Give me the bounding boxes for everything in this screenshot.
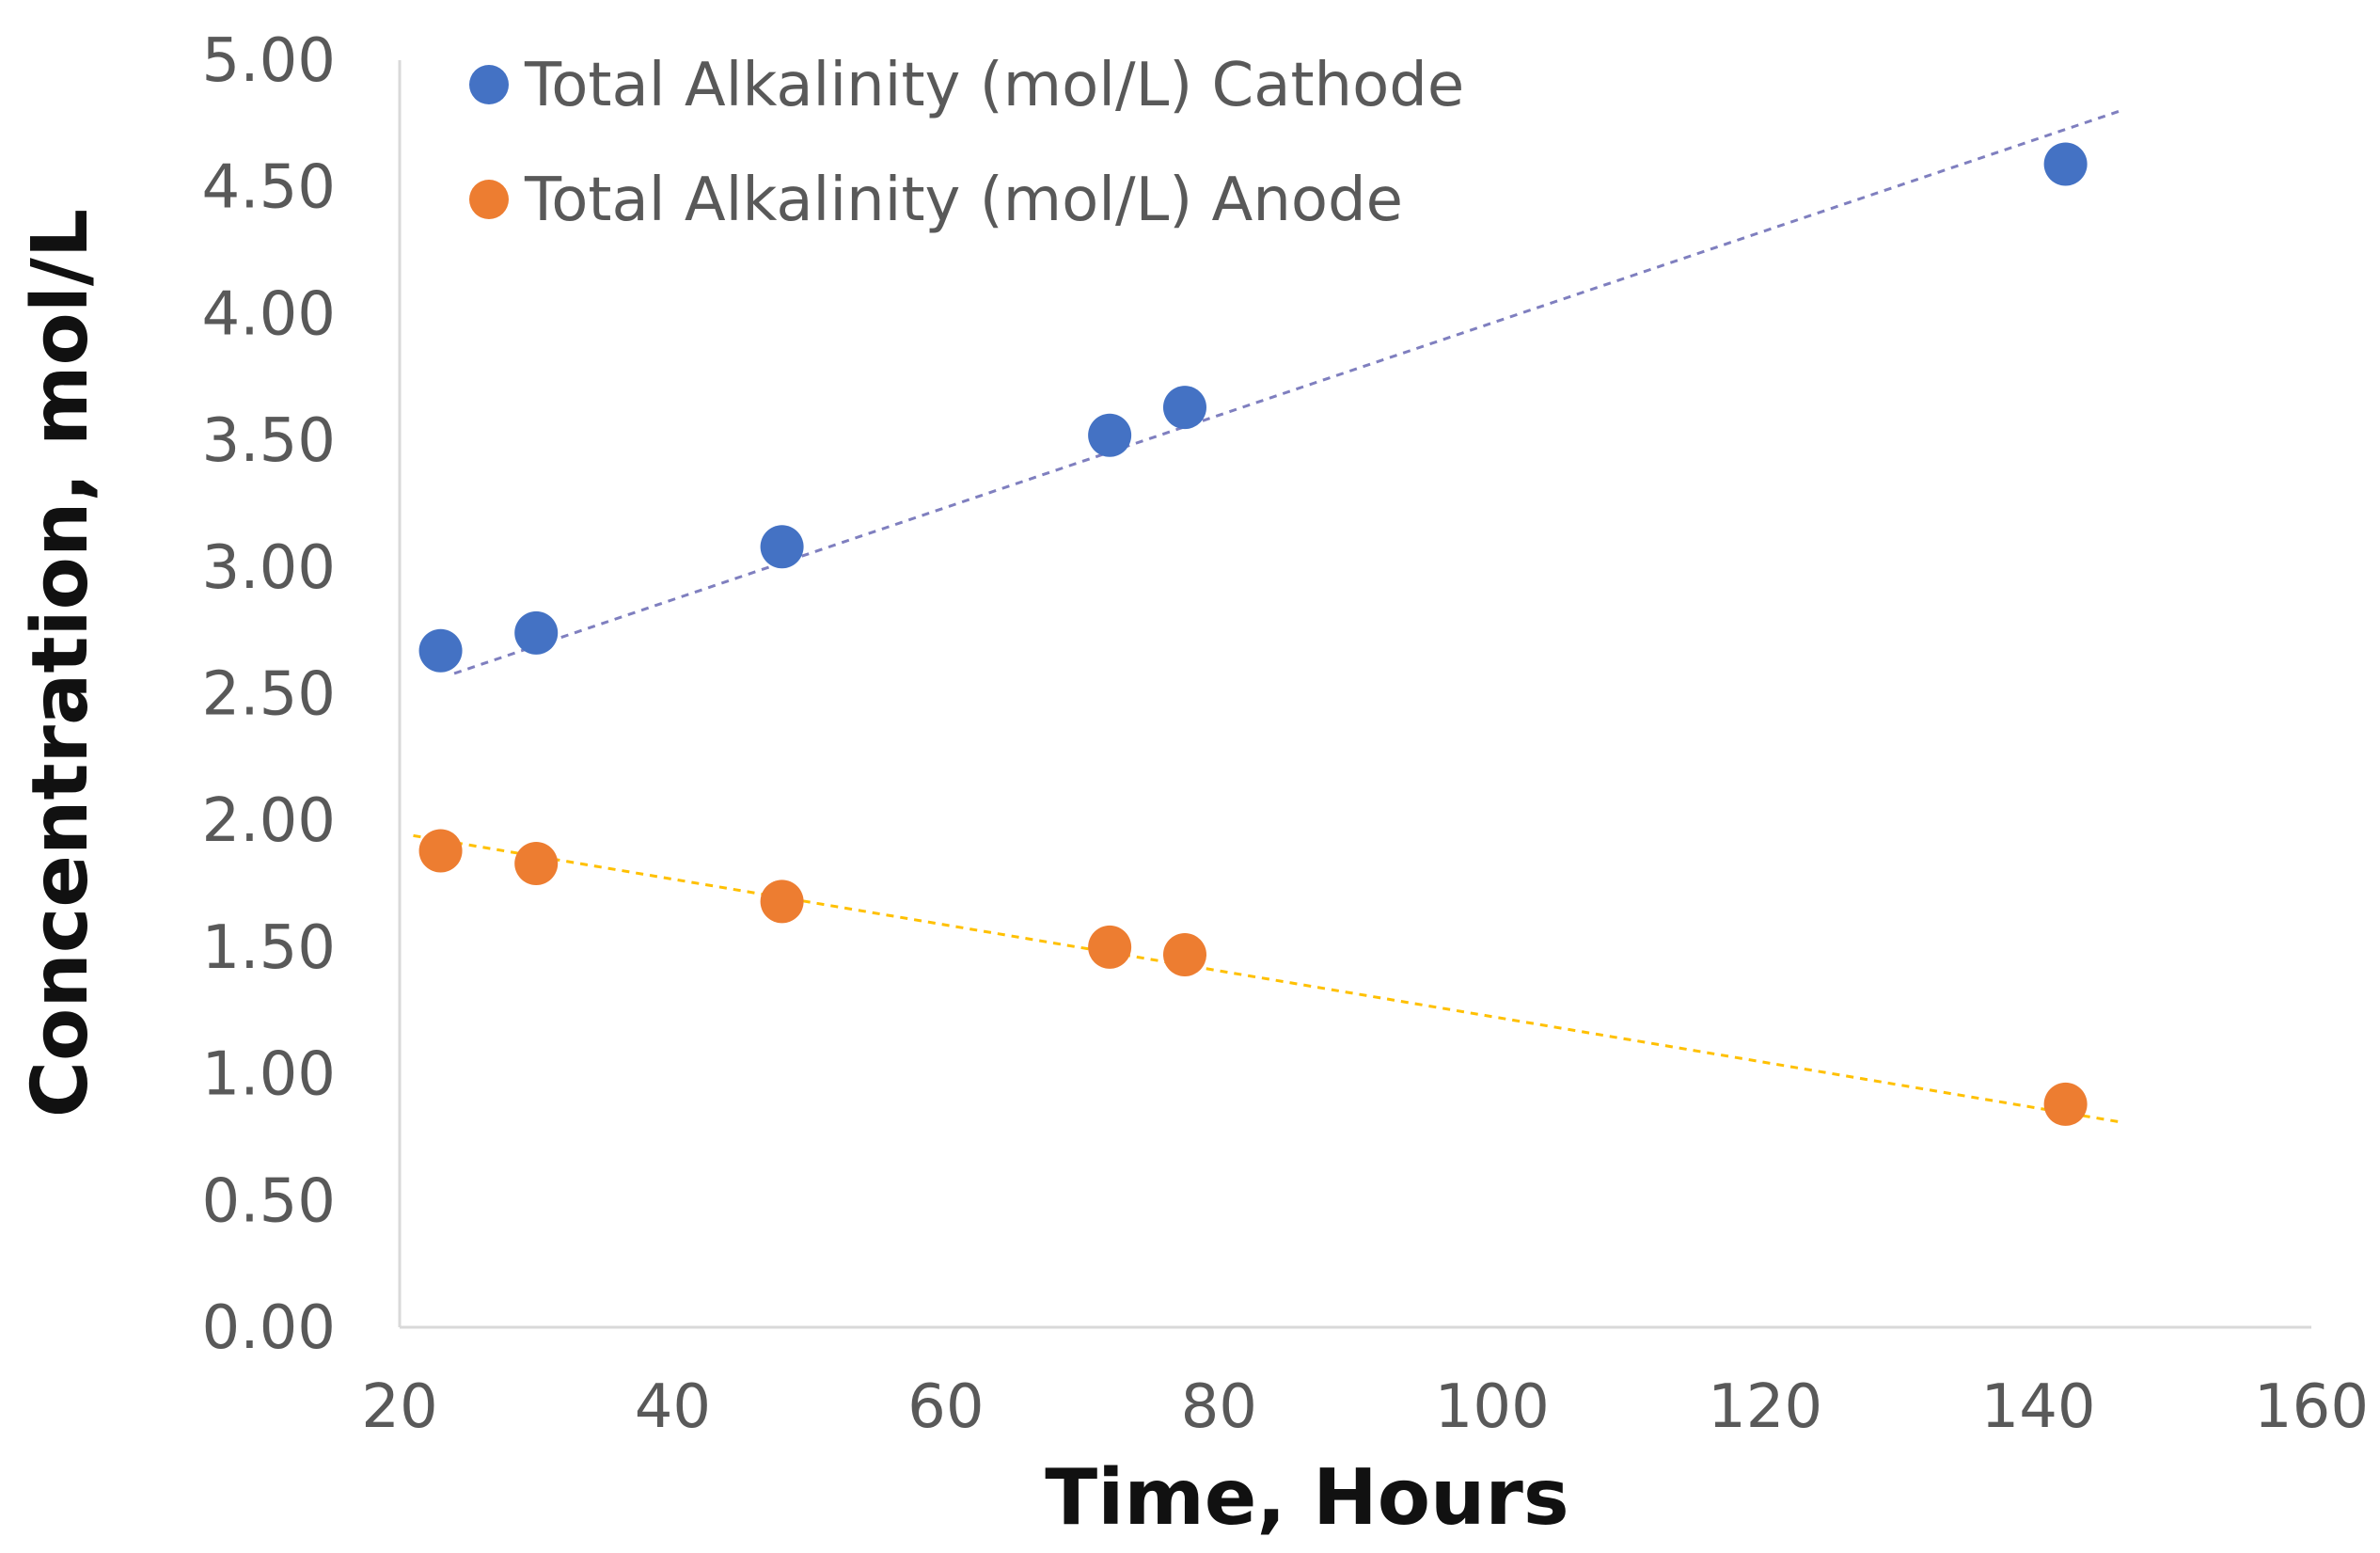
point-series-2 xyxy=(1162,932,1206,976)
legend-marker-series-1 xyxy=(469,65,509,104)
y-tick-labels: 0.00 0.50 1.00 1.50 2.00 2.50 3.00 3.50 4.00 4.50… xyxy=(202,26,337,1363)
trendline-series-2 xyxy=(413,833,2120,1124)
y-tick-label: 3.00 xyxy=(202,533,337,603)
x-tick-label: 100 xyxy=(1435,1372,1550,1442)
y-tick-label: 3.50 xyxy=(202,406,337,476)
x-tick-labels: 20 40 60 80 100 120 140 160 xyxy=(361,1372,2369,1442)
point-series-2 xyxy=(418,829,463,873)
x-tick-label: 160 xyxy=(2254,1372,2369,1442)
axes xyxy=(398,60,2311,1329)
y-tick-label: 0.00 xyxy=(202,1293,337,1363)
y-tick-label: 1.00 xyxy=(202,1040,337,1110)
y-tick-label: 1.50 xyxy=(202,913,337,983)
point-series-2 xyxy=(514,841,559,885)
y-tick-label: 4.50 xyxy=(202,153,337,223)
x-tick-label: 140 xyxy=(1980,1372,2095,1442)
point-series-2 xyxy=(2043,1082,2088,1126)
y-axis-title: Concentration, mol/L xyxy=(16,209,105,1117)
point-series-1 xyxy=(2043,142,2088,186)
x-axis-title: Time, Hours xyxy=(1045,1453,1568,1543)
y-tick-label: 5.00 xyxy=(202,26,337,96)
point-series-1 xyxy=(418,628,463,673)
y-tick-label: 2.00 xyxy=(202,786,337,856)
x-tick-label: 60 xyxy=(907,1372,984,1442)
legend-label-series-1: Total Alkalinity (mol/L) Cathode xyxy=(524,51,1464,120)
point-series-2 xyxy=(1088,925,1132,969)
legend: Total Alkalinity (mol/L) Cathode Total Al… xyxy=(469,51,1464,235)
x-tick-label: 120 xyxy=(1708,1372,1822,1442)
x-tick-label: 40 xyxy=(635,1372,711,1442)
point-series-1 xyxy=(760,525,804,569)
trendlines xyxy=(413,109,2121,1124)
legend-marker-series-2 xyxy=(469,180,509,219)
y-tick-label: 2.50 xyxy=(202,660,337,730)
x-tick-label: 20 xyxy=(361,1372,437,1442)
y-tick-label: 4.00 xyxy=(202,279,337,349)
trendline-series-1 xyxy=(453,109,2121,675)
point-series-1 xyxy=(514,610,559,655)
y-tick-label: 0.50 xyxy=(202,1166,337,1236)
point-series-1 xyxy=(1088,413,1132,457)
points xyxy=(418,142,2088,1126)
x-tick-label: 80 xyxy=(1181,1372,1257,1442)
legend-label-series-2: Total Alkalinity (mol/L) Anode xyxy=(524,166,1403,235)
point-series-2 xyxy=(760,880,804,924)
point-series-1 xyxy=(1162,386,1206,430)
